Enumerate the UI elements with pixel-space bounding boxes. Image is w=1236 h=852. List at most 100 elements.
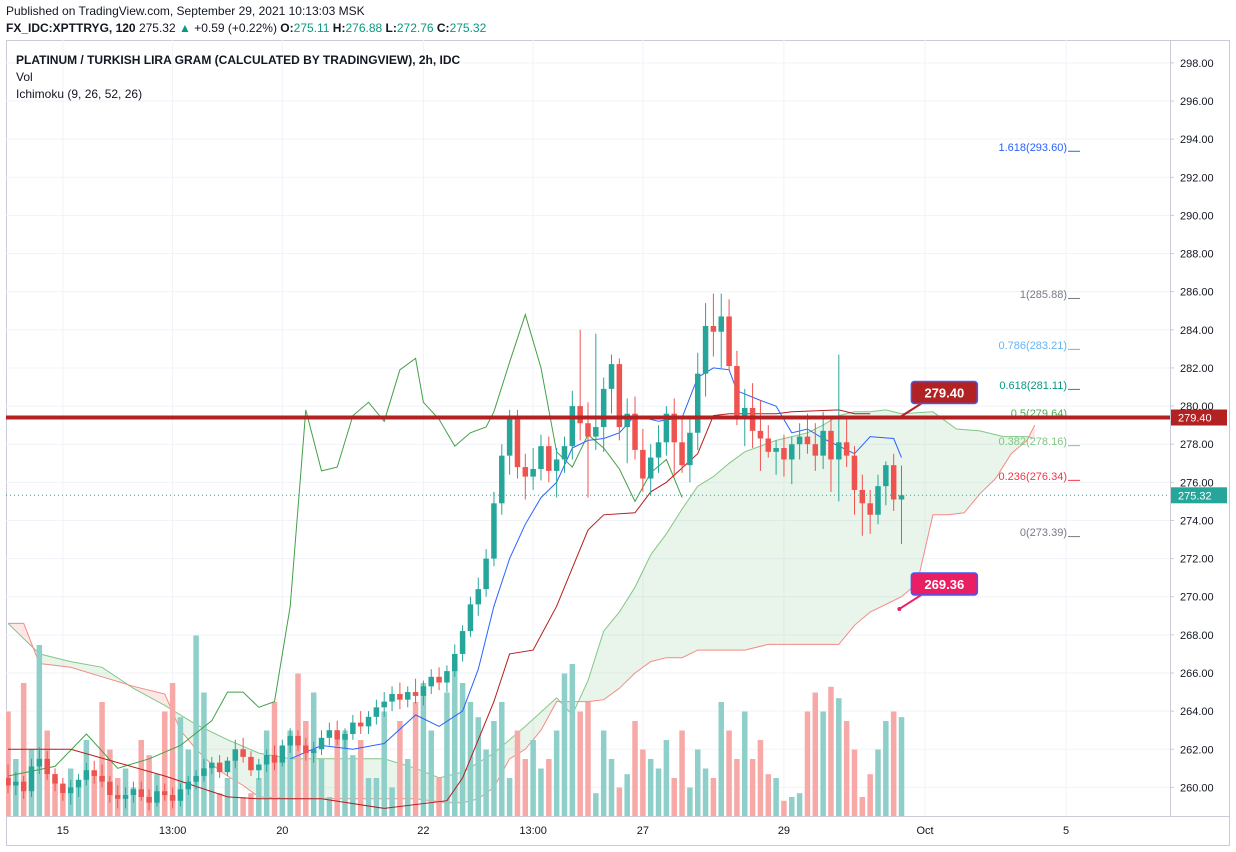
- candle-body: [256, 764, 262, 771]
- candle-body: [491, 503, 497, 559]
- candle-body: [240, 749, 246, 757]
- volume-bar: [593, 793, 599, 816]
- time-tick-label: 29: [778, 825, 790, 837]
- candle-body: [350, 722, 356, 735]
- high-value: 276.88: [345, 21, 383, 35]
- price-tick-label: 270.00: [1180, 592, 1214, 604]
- candle-body: [428, 676, 434, 687]
- volume-bar: [867, 774, 873, 816]
- candle-body: [616, 364, 623, 428]
- volume-bar: [687, 787, 693, 816]
- candle-body: [177, 789, 184, 801]
- candle-body: [122, 795, 129, 799]
- volume-bar: [201, 692, 207, 816]
- volume-bar: [522, 759, 529, 816]
- volume-bar: [240, 797, 246, 816]
- volume-bar: [36, 645, 43, 816]
- candle-body: [397, 693, 403, 700]
- price-tick-label: 268.00: [1180, 630, 1214, 642]
- volume-bar: [263, 730, 270, 816]
- volume-bar: [326, 797, 333, 816]
- candle-body: [483, 558, 489, 590]
- legend-volume[interactable]: Vol: [16, 70, 33, 84]
- candle-body: [585, 423, 591, 437]
- volume-bar: [694, 749, 701, 816]
- volume-bar: [898, 717, 905, 816]
- candle-body: [389, 693, 395, 702]
- candle-body: [632, 413, 638, 450]
- volume-bar: [146, 755, 152, 816]
- fib-level-label: 0.618(281.11): [999, 380, 1067, 392]
- chart-title[interactable]: PLATINUM / TURKISH LIRA GRAM (CALCULATED…: [16, 53, 461, 67]
- time-tick-label: 15: [57, 825, 69, 837]
- candle-body: [303, 745, 309, 754]
- volume-bar: [851, 749, 858, 816]
- candle-body: [107, 781, 113, 796]
- candle-body: [647, 457, 654, 479]
- price-tick-label: 278.00: [1180, 439, 1214, 451]
- volume-bar: [209, 768, 215, 816]
- candle-body: [201, 768, 207, 776]
- legend-ichimoku[interactable]: Ichimoku (9, 26, 52, 26): [16, 87, 143, 101]
- volume-bar: [60, 793, 66, 816]
- volume-bar: [757, 740, 764, 816]
- volume-bar: [538, 768, 544, 816]
- price-axis[interactable]: 260.00 262.00 264.00 266.00 268.00 270.00 272.…: [1170, 58, 1214, 795]
- candle-body: [224, 760, 231, 773]
- volume-bar: [789, 797, 795, 816]
- price-tick-label: 262.00: [1180, 744, 1214, 756]
- candle-body: [734, 366, 740, 418]
- volume-bar: [483, 749, 489, 816]
- volume-bar: [749, 759, 756, 816]
- volume-bar: [514, 730, 521, 816]
- time-axis[interactable]: 15 13:00 20 22 13:00 27 29 Oct 5: [57, 825, 1069, 837]
- candle-body: [404, 692, 411, 700]
- volume-bar: [616, 787, 623, 816]
- candle-body: [459, 631, 466, 654]
- volume-bar: [577, 711, 583, 816]
- candle-body: [608, 364, 615, 389]
- volume-bar: [561, 673, 568, 816]
- volume-bar: [632, 721, 638, 816]
- volume-bar: [162, 711, 168, 816]
- price-tick-label: 298.00: [1180, 58, 1214, 70]
- candle-body: [796, 436, 803, 445]
- candlesticks: [6, 293, 905, 811]
- candle-body: [412, 692, 419, 696]
- candle-body: [546, 446, 552, 471]
- callout-box: [910, 572, 979, 596]
- price-tick-label: 282.00: [1180, 363, 1214, 375]
- candle-body: [836, 442, 842, 460]
- price-tick-label: 280.00: [1180, 401, 1214, 413]
- candle-body: [193, 775, 199, 782]
- cloud-bullish: [31, 643, 126, 684]
- candle-body: [828, 430, 834, 460]
- candle-body: [875, 486, 881, 515]
- price-chart[interactable]: 1.618(293.60) 1(285.88) 0.786(283.21) 0.618…: [6, 40, 1230, 846]
- volume-bar: [397, 721, 403, 816]
- candle-body: [538, 446, 544, 469]
- volume-bar: [459, 683, 466, 816]
- candle-body: [530, 468, 536, 477]
- candle-body: [742, 407, 748, 418]
- open-label: O:: [280, 21, 294, 35]
- callout-pointer: [898, 402, 922, 419]
- candle-body: [75, 779, 82, 788]
- candle-body: [859, 489, 866, 504]
- volume-bar: [624, 774, 630, 816]
- volume-bar: [679, 730, 685, 816]
- candle-body: [687, 432, 693, 466]
- current-price-tag-label: 275.32: [1178, 490, 1212, 502]
- candle-body: [812, 444, 819, 456]
- candle-body: [789, 444, 795, 460]
- candle-body: [765, 438, 772, 452]
- candle-body: [130, 789, 137, 796]
- volume-bar: [499, 702, 505, 816]
- price-tick-label: 272.00: [1180, 554, 1214, 566]
- volume-bar: [6, 711, 11, 816]
- symbol-label[interactable]: FX_IDC:XPTTRYG, 120: [6, 21, 136, 35]
- candle-body: [209, 762, 215, 769]
- callout-label: 279.40: [924, 386, 964, 401]
- callout-anchor: [897, 606, 902, 611]
- volume-bar: [444, 692, 450, 816]
